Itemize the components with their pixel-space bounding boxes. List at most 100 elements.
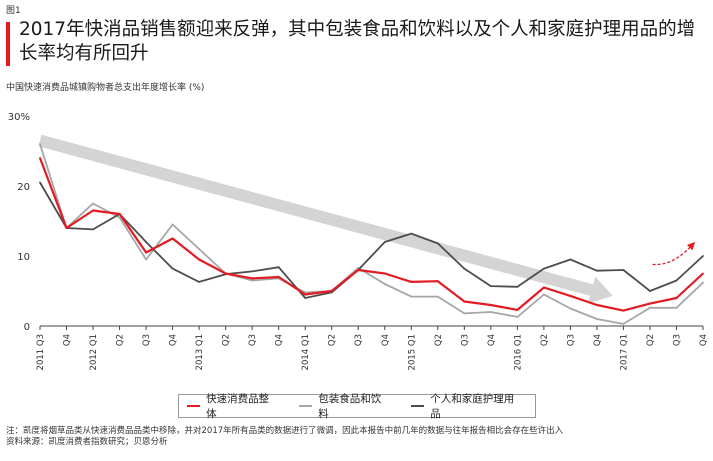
y-tick-label: 0 [24, 322, 30, 333]
legend-swatch-food [299, 404, 313, 408]
data-point [198, 258, 201, 261]
data-point [198, 281, 201, 283]
x-tick-label: Q3 [142, 334, 152, 346]
data-point [145, 241, 147, 243]
title-accent-bar [6, 22, 10, 66]
data-point [357, 269, 360, 271]
data-point [702, 255, 704, 257]
figure-label: 图1 [6, 6, 21, 16]
x-tick-label: 2017 Q1 [619, 334, 629, 370]
rebound-arrow-icon [652, 241, 696, 266]
data-point [39, 143, 41, 145]
data-point [569, 258, 572, 261]
data-point [489, 311, 492, 313]
data-point [410, 232, 413, 235]
x-tick-label: Q2 [222, 334, 232, 346]
data-point [198, 248, 201, 250]
chart-title: 2017年快消品销售额迎来反弹，其中包装食品和饮料以及个人和家庭护理用品的增长率… [19, 19, 696, 64]
data-point [569, 307, 572, 310]
data-point [516, 309, 519, 311]
data-point [436, 295, 439, 298]
legend-swatch-overall [187, 404, 201, 408]
data-point [649, 302, 651, 305]
data-point [171, 267, 174, 270]
x-tick-label: Q4 [593, 334, 603, 346]
x-tick-label: Q3 [566, 334, 576, 346]
data-point [92, 209, 94, 212]
data-point [649, 290, 651, 292]
data-point [171, 223, 174, 226]
legend-swatch-care [411, 404, 425, 408]
data-point [436, 280, 439, 283]
x-tick-label: 2012 Q1 [89, 334, 99, 370]
data-point [542, 267, 545, 270]
x-tick-label: 2015 Q1 [407, 334, 417, 370]
footnote-note: 注：凯度将烟草品类从快速消费品品类中移除，并对2017年所有品类的数据进行了微调… [6, 426, 564, 436]
data-point [277, 276, 280, 278]
x-tick-label: Q4 [381, 334, 391, 346]
data-point [463, 300, 466, 303]
series-line-1 [39, 143, 704, 325]
data-point [516, 316, 519, 318]
data-point [675, 306, 678, 309]
data-point [92, 202, 94, 205]
legend-item-overall: 快速消费品整体 [187, 391, 275, 421]
data-point [171, 237, 174, 240]
data-point [463, 312, 466, 315]
data-point [251, 279, 254, 282]
y-tick-label: 10 [17, 252, 30, 263]
chart-axes: 0 10 20 30% 2011 Q3 Q4 2012 Q1 Q2 Q3 Q4 2013 Q1 Q2 Q… [8, 112, 709, 370]
x-tick-label: Q3 [460, 334, 470, 346]
x-tick-label: Q4 [275, 334, 285, 346]
y-tick-label: 30% [8, 112, 30, 123]
legend-item-food: 包装食品和饮料 [299, 391, 387, 421]
legend-label-overall: 快速消费品整体 [206, 393, 270, 420]
series-line-0 [38, 157, 704, 312]
trend-arrow-shape [38, 134, 613, 304]
data-point [251, 277, 254, 280]
data-point [596, 269, 598, 272]
x-tick-label: 2011 Q3 [36, 334, 46, 370]
x-tick-label: Q3 [354, 334, 364, 346]
data-point [436, 242, 439, 245]
data-point [39, 157, 41, 159]
data-point [39, 181, 41, 184]
data-point [702, 272, 704, 275]
x-tick-label: Q4 [487, 334, 497, 346]
footnote-source: 资料来源：凯度消费者指数研究；贝恩分析 [6, 437, 168, 447]
x-tick-label: Q2 [328, 334, 338, 346]
data-point [251, 270, 254, 273]
data-point [489, 304, 492, 306]
x-tick-label: Q2 [434, 334, 444, 346]
data-point [569, 295, 572, 297]
data-point [649, 306, 651, 309]
data-point [516, 285, 519, 288]
data-point [463, 267, 466, 270]
data-point [675, 279, 678, 282]
data-point [118, 216, 121, 219]
data-point [596, 318, 598, 320]
data-point [118, 213, 121, 215]
data-point [304, 297, 307, 299]
legend-label-care: 个人和家庭护理用品 [430, 393, 515, 420]
data-point [622, 323, 625, 325]
data-point [596, 304, 598, 306]
chart-subtitle: 中国快速消费品城镇购物者总支出年度增长率 (%) [6, 83, 205, 93]
x-tick-label: Q4 [169, 334, 179, 346]
x-tick-label: Q4 [63, 334, 73, 346]
rebound-arrow-path [652, 241, 696, 266]
data-point [489, 285, 492, 287]
x-tick-label: 2016 Q1 [513, 334, 523, 370]
data-point [145, 258, 147, 261]
data-point [304, 291, 307, 294]
downtrend-arrow [38, 134, 613, 304]
data-point [383, 283, 386, 285]
data-point [330, 290, 333, 292]
data-point [383, 272, 386, 275]
title-block: 2017年快消品销售额迎来反弹，其中包装食品和饮料以及个人和家庭护理用品的增长率… [6, 18, 706, 66]
legend-item-care: 个人和家庭护理用品 [411, 391, 519, 421]
data-point [65, 227, 68, 229]
data-point [622, 269, 625, 271]
data-point [410, 295, 413, 298]
x-tick-label: Q2 [646, 334, 656, 346]
